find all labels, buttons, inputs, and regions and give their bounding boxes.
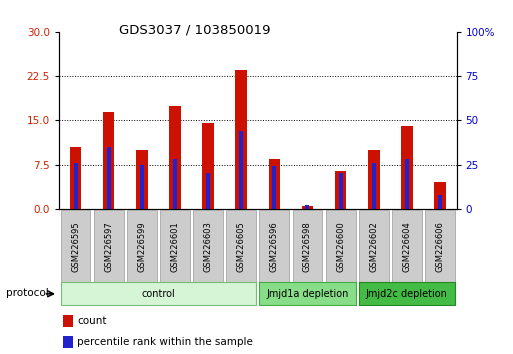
Bar [272,166,277,209]
FancyBboxPatch shape [260,210,289,284]
Bar [434,182,446,209]
Text: GSM226603: GSM226603 [204,222,212,272]
Text: GSM226601: GSM226601 [170,222,180,272]
FancyBboxPatch shape [292,210,322,284]
Bar [438,195,442,209]
Bar [335,171,346,209]
Bar [305,205,309,209]
Text: Jmjd1a depletion: Jmjd1a depletion [266,289,349,299]
Bar [206,173,210,209]
FancyBboxPatch shape [260,282,356,305]
FancyBboxPatch shape [359,210,389,284]
Text: Jmjd2c depletion: Jmjd2c depletion [366,289,448,299]
Text: GSM226602: GSM226602 [369,222,378,272]
Bar [401,126,412,209]
Text: GSM226599: GSM226599 [137,222,146,272]
Text: GSM226596: GSM226596 [270,222,279,272]
Text: GSM226598: GSM226598 [303,222,312,272]
Text: GDS3037 / 103850019: GDS3037 / 103850019 [119,23,271,36]
FancyBboxPatch shape [359,282,455,305]
FancyBboxPatch shape [61,210,90,284]
Text: percentile rank within the sample: percentile rank within the sample [77,337,253,347]
Bar [368,150,380,209]
FancyBboxPatch shape [160,210,190,284]
FancyBboxPatch shape [226,210,256,284]
Text: GSM226605: GSM226605 [236,222,246,272]
Text: count: count [77,316,106,326]
Text: GSM226600: GSM226600 [336,222,345,272]
Bar [140,165,144,209]
FancyBboxPatch shape [127,210,157,284]
Text: GSM226606: GSM226606 [436,222,444,272]
Bar [73,163,77,209]
Bar [63,315,73,327]
Text: GSM226595: GSM226595 [71,222,80,272]
Bar [405,159,409,209]
FancyBboxPatch shape [326,210,356,284]
Text: control: control [142,289,175,299]
Bar [70,147,82,209]
Bar [235,70,247,209]
FancyBboxPatch shape [61,282,256,305]
FancyBboxPatch shape [94,210,124,284]
Bar [202,123,214,209]
Bar [173,159,177,209]
Bar [103,112,114,209]
Bar [372,163,376,209]
Bar [63,336,73,348]
Bar [107,147,111,209]
FancyBboxPatch shape [425,210,455,284]
Bar [268,159,280,209]
Text: GSM226597: GSM226597 [104,222,113,272]
Text: GSM226604: GSM226604 [402,222,411,272]
FancyBboxPatch shape [193,210,223,284]
FancyBboxPatch shape [392,210,422,284]
Bar [169,105,181,209]
Bar [302,206,313,209]
Text: protocol: protocol [6,288,49,298]
Bar [239,131,243,209]
Bar [136,150,148,209]
Bar [339,173,343,209]
